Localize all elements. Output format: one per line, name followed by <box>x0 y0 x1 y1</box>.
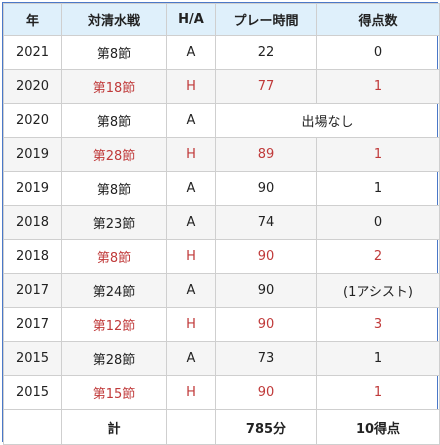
cell-home-away: H <box>166 69 216 104</box>
cell-year: 2018 <box>3 205 62 240</box>
total-play-time: 785分 <box>215 409 317 445</box>
table-row: 2015 第28節 A 73 1 <box>3 341 440 376</box>
table-row: 2017 第24節 A 90 (1アシスト) <box>3 273 440 308</box>
total-empty-cell <box>166 409 216 445</box>
cell-home-away: A <box>166 103 216 138</box>
cell-year: 2017 <box>3 307 62 342</box>
cell-match: 第28節 <box>61 137 167 172</box>
cell-goals: 3 <box>316 307 440 342</box>
cell-home-away: A <box>166 171 216 206</box>
cell-play-time: 89 <box>215 137 317 172</box>
cell-home-away: H <box>166 137 216 172</box>
cell-match: 第15節 <box>61 375 167 410</box>
cell-match: 第23節 <box>61 205 167 240</box>
total-label: 計 <box>61 409 167 445</box>
cell-home-away: A <box>166 341 216 376</box>
cell-year: 2020 <box>3 103 62 138</box>
cell-match: 第24節 <box>61 273 167 308</box>
cell-goals: 2 <box>316 239 440 274</box>
cell-home-away: H <box>166 239 216 274</box>
cell-match: 第8節 <box>61 103 167 138</box>
header-play-time: プレー時間 <box>215 3 317 36</box>
cell-note: 出場なし <box>215 103 440 138</box>
cell-year: 2021 <box>3 35 62 70</box>
table-row: 2017 第12節 H 90 3 <box>3 307 440 342</box>
total-row: 計 785分 10得点 <box>3 409 440 445</box>
header-goals: 得点数 <box>316 3 440 36</box>
cell-year: 2017 <box>3 273 62 308</box>
cell-year: 2015 <box>3 341 62 376</box>
header-row: 年 対清水戦 H/A プレー時間 得点数 <box>3 3 440 36</box>
cell-match: 第8節 <box>61 239 167 274</box>
cell-year: 2019 <box>3 171 62 206</box>
cell-goals: (1アシスト) <box>316 273 440 308</box>
cell-play-time: 73 <box>215 341 317 376</box>
cell-match: 第28節 <box>61 341 167 376</box>
table-row: 2018 第23節 A 74 0 <box>3 205 440 240</box>
header-match: 対清水戦 <box>61 3 167 36</box>
cell-match: 第8節 <box>61 171 167 206</box>
cell-year: 2019 <box>3 137 62 172</box>
table-row: 2021 第8節 A 22 0 <box>3 35 440 70</box>
cell-play-time: 90 <box>215 239 317 274</box>
cell-goals: 1 <box>316 137 440 172</box>
cell-home-away: A <box>166 35 216 70</box>
cell-match: 第12節 <box>61 307 167 342</box>
cell-goals: 1 <box>316 375 440 410</box>
table-row: 2019 第8節 A 90 1 <box>3 171 440 206</box>
cell-year: 2018 <box>3 239 62 274</box>
table-row: 2019 第28節 H 89 1 <box>3 137 440 172</box>
cell-play-time: 77 <box>215 69 317 104</box>
total-goals: 10得点 <box>316 409 440 445</box>
cell-goals: 1 <box>316 171 440 206</box>
cell-goals: 0 <box>316 205 440 240</box>
cell-home-away: H <box>166 375 216 410</box>
cell-play-time: 90 <box>215 375 317 410</box>
table-row: 2018 第8節 H 90 2 <box>3 239 440 274</box>
table-row: 2020 第8節 A 出場なし <box>3 103 440 138</box>
header-year: 年 <box>3 3 62 36</box>
cell-home-away: H <box>166 307 216 342</box>
cell-goals: 1 <box>316 69 440 104</box>
cell-goals: 0 <box>316 35 440 70</box>
cell-play-time: 22 <box>215 35 317 70</box>
cell-play-time: 90 <box>215 307 317 342</box>
table-row: 2020 第18節 H 77 1 <box>3 69 440 104</box>
cell-home-away: A <box>166 205 216 240</box>
cell-year: 2015 <box>3 375 62 410</box>
table-row: 2015 第15節 H 90 1 <box>3 375 440 410</box>
cell-play-time: 90 <box>215 273 317 308</box>
cell-year: 2020 <box>3 69 62 104</box>
stats-table: 年 対清水戦 H/A プレー時間 得点数 2021 第8節 A 22 0 202… <box>3 3 440 445</box>
cell-play-time: 74 <box>215 205 317 240</box>
cell-match: 第8節 <box>61 35 167 70</box>
cell-home-away: A <box>166 273 216 308</box>
cell-play-time: 90 <box>215 171 317 206</box>
cell-match: 第18節 <box>61 69 167 104</box>
header-home-away: H/A <box>166 3 216 36</box>
total-empty-cell <box>3 409 62 445</box>
cell-goals: 1 <box>316 341 440 376</box>
